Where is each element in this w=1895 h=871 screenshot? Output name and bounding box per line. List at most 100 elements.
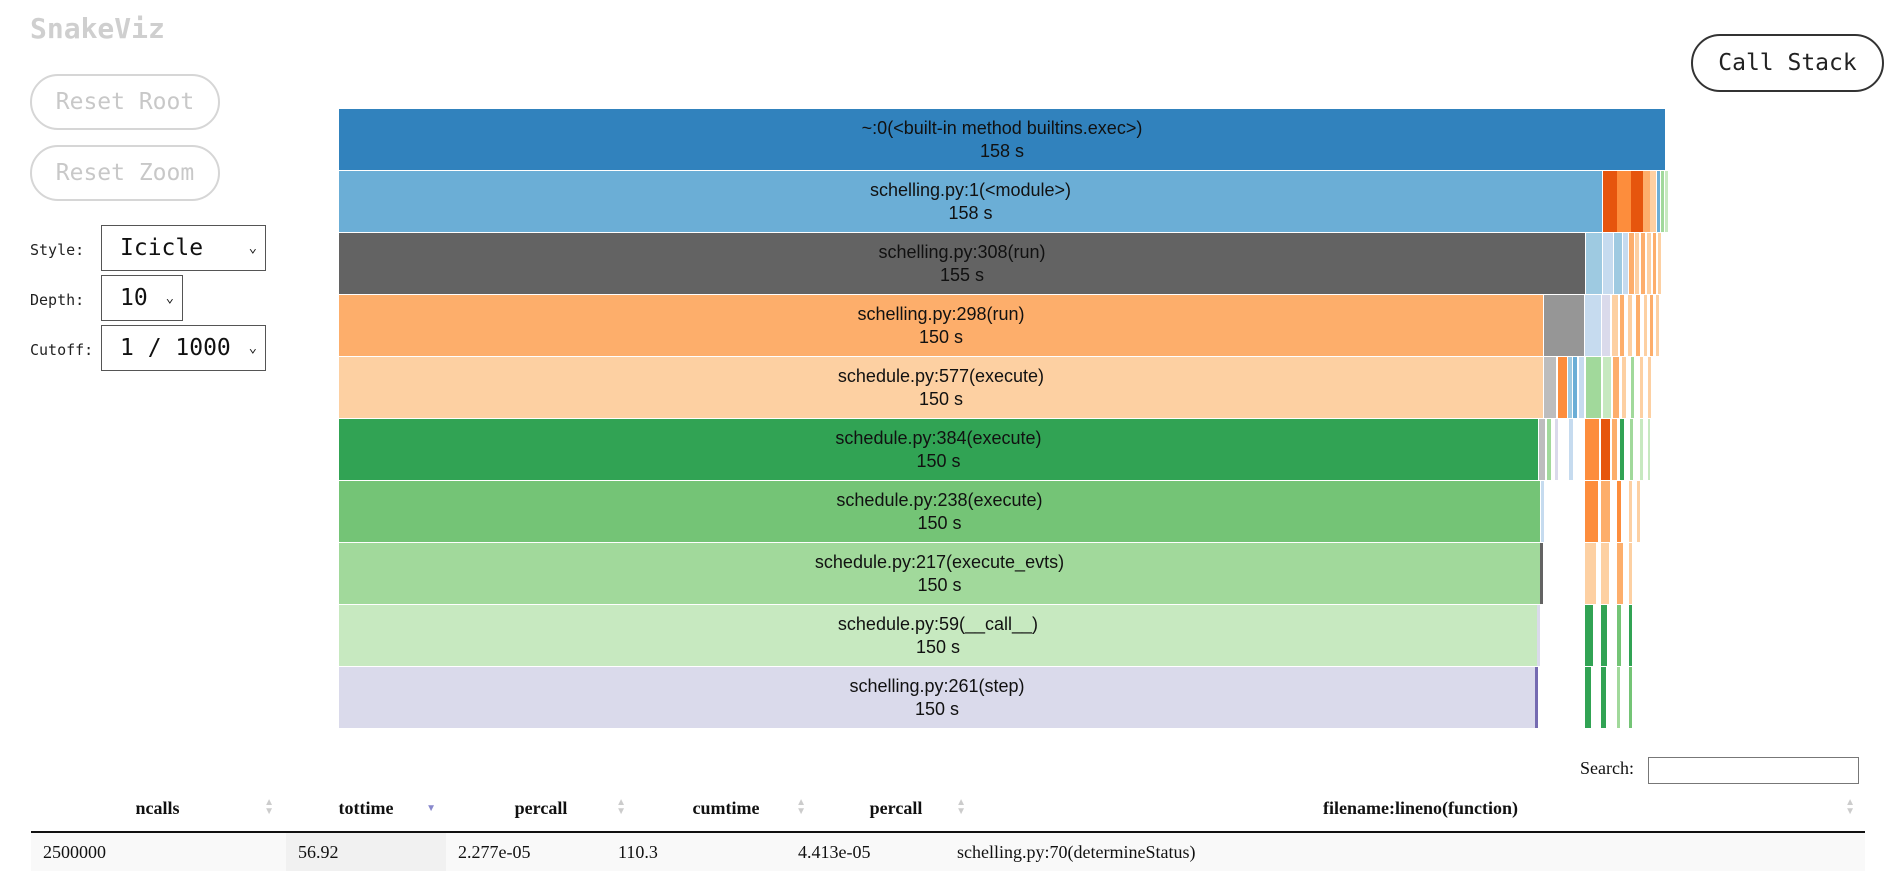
icicle-child-frame[interactable] bbox=[1631, 357, 1634, 418]
icicle-bar[interactable]: schedule.py:238(execute) 150 s bbox=[339, 481, 1540, 542]
icicle-child-frame[interactable] bbox=[1601, 543, 1609, 604]
icicle-child-frame[interactable] bbox=[1617, 171, 1631, 232]
icicle-child-frame[interactable] bbox=[1544, 295, 1584, 356]
style-select[interactable]: Icicle ⌄ bbox=[101, 225, 266, 271]
icicle-child-frame[interactable] bbox=[1614, 233, 1622, 294]
cutoff-select[interactable]: 1 / 1000 ⌄ bbox=[101, 325, 266, 371]
icicle-bar-time: 150 s bbox=[917, 513, 961, 533]
icicle-child-frame[interactable] bbox=[1629, 667, 1632, 728]
icicle-child-frame[interactable] bbox=[1648, 419, 1650, 480]
cutoff-select-value: 1 / 1000 bbox=[120, 335, 231, 361]
icicle-child-frame[interactable] bbox=[1555, 419, 1558, 480]
icicle-child-frame[interactable] bbox=[1603, 357, 1611, 418]
icicle-child-frame[interactable] bbox=[1629, 233, 1634, 294]
icicle-child-frame[interactable] bbox=[1640, 419, 1643, 480]
icicle-child-frame[interactable] bbox=[1586, 233, 1602, 294]
icicle-child-frame[interactable] bbox=[1544, 357, 1556, 418]
icicle-child-frame[interactable] bbox=[1568, 357, 1572, 418]
cell-ncalls: 2500000 bbox=[43, 841, 106, 862]
icicle-child-frame[interactable] bbox=[1586, 357, 1601, 418]
icicle-child-frame[interactable] bbox=[1629, 481, 1632, 542]
icicle-child-frame[interactable] bbox=[1641, 233, 1645, 294]
icicle-child-frame[interactable] bbox=[1653, 233, 1656, 294]
column-header-ncalls[interactable]: ncalls ▲ ▼ bbox=[31, 786, 284, 831]
icicle-child-frame[interactable] bbox=[1665, 171, 1668, 232]
icicle-bar[interactable]: schedule.py:217(execute_evts)150 s bbox=[339, 543, 1540, 604]
icicle-child-frame[interactable] bbox=[1644, 295, 1647, 356]
icicle-child-frame[interactable] bbox=[1650, 295, 1653, 356]
icicle-child-frame[interactable] bbox=[1629, 543, 1632, 604]
icicle-child-frame[interactable] bbox=[1635, 233, 1639, 294]
icicle-child-frame[interactable] bbox=[1541, 481, 1544, 542]
icicle-child-frame[interactable] bbox=[1579, 357, 1584, 418]
column-header-filename[interactable]: filename:lineno(function) ▲ ▼ bbox=[976, 786, 1865, 831]
icicle-child-frame[interactable] bbox=[1601, 605, 1607, 666]
icicle-child-frame[interactable] bbox=[1558, 357, 1567, 418]
icicle-child-frame[interactable] bbox=[1617, 605, 1621, 666]
icicle-child-frame[interactable] bbox=[1585, 295, 1601, 356]
icicle-bar[interactable]: schedule.py:384(execute) 150 s bbox=[339, 419, 1538, 480]
icicle-bar[interactable]: schelling.py:261(step) 150 s bbox=[339, 667, 1535, 728]
column-header-tottime[interactable]: tottime ▼ bbox=[286, 786, 446, 831]
reset-root-button[interactable]: Reset Root bbox=[30, 74, 220, 130]
icicle-child-frame[interactable] bbox=[1539, 419, 1545, 480]
column-header-cumtime[interactable]: cumtime ▲ ▼ bbox=[636, 786, 816, 831]
icicle-child-frame[interactable] bbox=[1535, 667, 1538, 728]
icicle-child-frame[interactable] bbox=[1540, 543, 1543, 604]
icicle-child-frame[interactable] bbox=[1658, 233, 1661, 294]
icicle-child-frame[interactable] bbox=[1603, 233, 1613, 294]
icicle-child-frame[interactable] bbox=[1628, 295, 1632, 356]
icicle-child-frame[interactable] bbox=[1620, 295, 1624, 356]
icicle-child-frame[interactable] bbox=[1622, 357, 1626, 418]
icicle-child-frame[interactable] bbox=[1585, 419, 1599, 480]
icicle-child-frame[interactable] bbox=[1623, 233, 1628, 294]
icicle-child-frame[interactable] bbox=[1617, 481, 1621, 542]
icicle-child-frame[interactable] bbox=[1603, 171, 1617, 232]
icicle-bar[interactable]: schelling.py:1(<module>) 158 s bbox=[339, 171, 1602, 232]
icicle-child-frame[interactable] bbox=[1601, 419, 1610, 480]
icicle-child-frame[interactable] bbox=[1640, 357, 1643, 418]
icicle-bar[interactable]: schedule.py:577(execute) 150 s bbox=[339, 357, 1543, 418]
icicle-child-frame[interactable] bbox=[1636, 295, 1640, 356]
search-input[interactable] bbox=[1648, 757, 1859, 784]
icicle-child-frame[interactable] bbox=[1637, 481, 1640, 542]
icicle-child-frame[interactable] bbox=[1661, 171, 1664, 232]
icicle-child-frame[interactable] bbox=[1585, 605, 1593, 666]
icicle-child-frame[interactable] bbox=[1617, 543, 1623, 604]
icicle-child-frame[interactable] bbox=[1612, 295, 1618, 356]
icicle-child-frame[interactable] bbox=[1573, 357, 1577, 418]
table-row[interactable]: 2500000 56.92 2.277e-05 110.3 4.413e-05 … bbox=[31, 833, 1865, 871]
icicle-child-frame[interactable] bbox=[1547, 419, 1551, 480]
icicle-child-frame[interactable] bbox=[1656, 295, 1659, 356]
call-stack-button[interactable]: Call Stack bbox=[1691, 34, 1884, 92]
icicle-child-frame[interactable] bbox=[1601, 667, 1606, 728]
icicle-child-frame[interactable] bbox=[1643, 171, 1650, 232]
icicle-child-frame[interactable] bbox=[1648, 357, 1651, 418]
icicle-child-frame[interactable] bbox=[1585, 543, 1596, 604]
icicle-child-frame[interactable] bbox=[1630, 419, 1633, 480]
reset-zoom-button[interactable]: Reset Zoom bbox=[30, 145, 220, 201]
icicle-bar[interactable]: schedule.py:59(__call__)150 s bbox=[339, 605, 1537, 666]
icicle-child-frame[interactable] bbox=[1613, 357, 1619, 418]
icicle-child-frame[interactable] bbox=[1612, 419, 1617, 480]
icicle-child-frame[interactable] bbox=[1569, 419, 1573, 480]
icicle-child-frame[interactable] bbox=[1620, 419, 1624, 480]
icicle-child-frame[interactable] bbox=[1629, 605, 1632, 666]
depth-select[interactable]: 10 ⌄ bbox=[101, 275, 183, 321]
icicle-bar[interactable]: schelling.py:308(run) 155 s bbox=[339, 233, 1585, 294]
icicle-child-frame[interactable] bbox=[1617, 667, 1620, 728]
icicle-chart: ~:0(<built-in method builtins.exec>) 158 … bbox=[339, 109, 1668, 728]
icicle-child-frame[interactable] bbox=[1647, 233, 1651, 294]
icicle-child-frame[interactable] bbox=[1631, 171, 1643, 232]
icicle-child-frame[interactable] bbox=[1601, 481, 1610, 542]
icicle-child-frame[interactable] bbox=[1537, 605, 1540, 666]
icicle-child-frame[interactable] bbox=[1585, 481, 1598, 542]
icicle-bar[interactable]: schelling.py:298(run) 150 s bbox=[339, 295, 1543, 356]
icicle-child-frame[interactable] bbox=[1602, 295, 1610, 356]
icicle-child-frame[interactable] bbox=[1650, 171, 1656, 232]
icicle-child-frame[interactable] bbox=[1657, 171, 1660, 232]
icicle-bar[interactable]: ~:0(<built-in method builtins.exec>) 158 … bbox=[339, 109, 1665, 170]
column-header-percall[interactable]: percall ▲ ▼ bbox=[446, 786, 636, 831]
icicle-child-frame[interactable] bbox=[1585, 667, 1591, 728]
column-header-percall-cum[interactable]: percall ▲ ▼ bbox=[816, 786, 976, 831]
